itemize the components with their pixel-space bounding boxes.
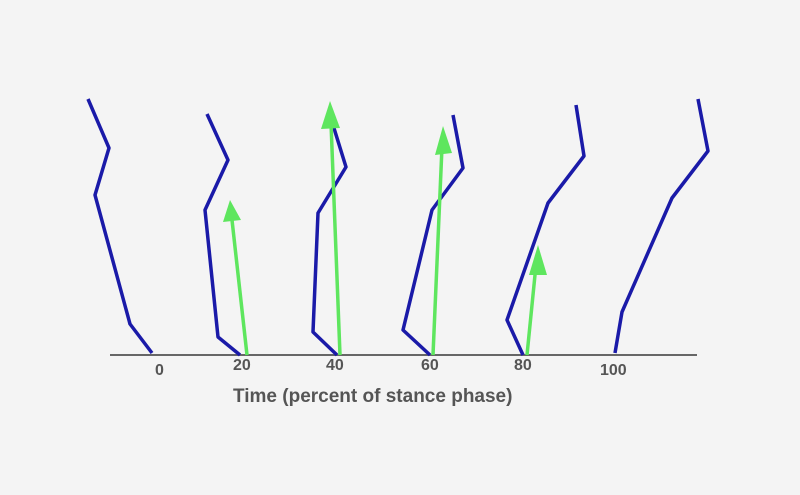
leg-100 <box>613 98 710 354</box>
tick-label-100: 100 <box>600 362 627 379</box>
tick-label-40: 40 <box>326 357 344 374</box>
leg-0 <box>86 98 154 355</box>
force-arrow-80 <box>525 245 547 356</box>
force-arrow-60 <box>431 126 452 356</box>
leg-40 <box>311 124 348 357</box>
tick-label-20: 20 <box>233 357 251 374</box>
leg-60 <box>401 114 465 357</box>
tick-label-0: 0 <box>155 362 164 379</box>
tick-label-60: 60 <box>421 357 439 374</box>
x-axis-label: Time (percent of stance phase) <box>233 386 513 407</box>
force-arrow-20 <box>223 200 249 356</box>
leg-80 <box>505 104 586 356</box>
leg-20 <box>203 113 242 357</box>
force-arrow-40 <box>321 101 342 356</box>
tick-label-80: 80 <box>514 357 532 374</box>
